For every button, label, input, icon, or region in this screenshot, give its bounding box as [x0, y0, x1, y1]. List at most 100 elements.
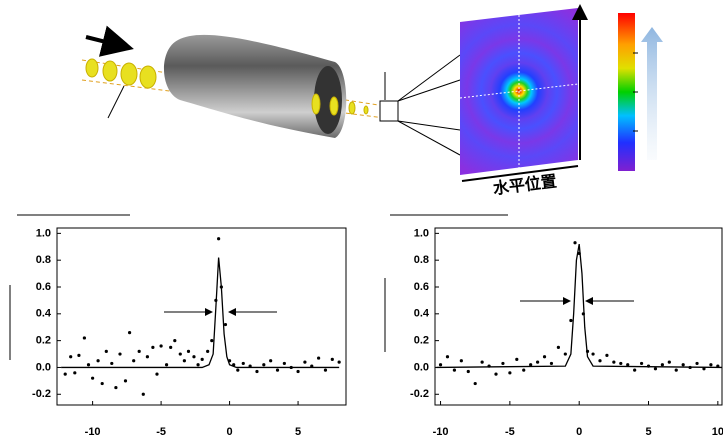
x-tick-label: -5 [156, 426, 166, 438]
x-tick-label: -10 [85, 426, 101, 438]
y-tick-label: 0.2 [414, 335, 429, 347]
data-point [192, 355, 195, 358]
data-point [201, 358, 204, 361]
data-point [236, 369, 239, 372]
data-point [196, 363, 199, 366]
y-tick-label: 0.0 [36, 361, 51, 373]
data-point [564, 352, 567, 355]
y-tick-label: 0.8 [414, 254, 429, 266]
x-tick-label: 0 [576, 426, 582, 438]
data-point [96, 359, 99, 362]
data-point [276, 369, 279, 372]
data-point [640, 362, 643, 365]
data-point [695, 362, 698, 365]
data-point [338, 360, 341, 363]
data-point [460, 359, 463, 362]
data-point [569, 319, 572, 322]
data-point [317, 356, 320, 359]
data-point [557, 346, 560, 349]
data-point [439, 363, 442, 366]
data-point [605, 354, 608, 357]
pointer [108, 86, 124, 118]
data-point [474, 382, 477, 385]
data-point [64, 373, 67, 376]
data-point [151, 346, 154, 349]
intensity-arrow [641, 27, 663, 160]
y-tick-label: 1.0 [36, 227, 51, 239]
data-point [159, 344, 162, 347]
data-point [598, 359, 601, 362]
data-point [87, 363, 90, 366]
y-tick-label: 1.0 [414, 227, 429, 239]
data-point [105, 350, 108, 353]
x-tick-label: 5 [295, 426, 301, 438]
x-tick-label: -5 [505, 426, 515, 438]
y-tick-label: 0.0 [414, 361, 429, 373]
data-point [331, 358, 334, 361]
data-point [515, 358, 518, 361]
data-point [453, 369, 456, 372]
y-tick-label: 0.8 [36, 254, 51, 266]
data-point [661, 363, 664, 366]
data-point [146, 355, 149, 358]
plot-decor [10, 215, 634, 360]
y-tick-label: 0.6 [36, 281, 51, 293]
data-point [682, 363, 685, 366]
data-point [124, 379, 127, 382]
focus-box [380, 101, 398, 121]
x-tick-label: -10 [433, 426, 449, 438]
data-point [77, 354, 80, 357]
data-point [709, 363, 712, 366]
data-point [467, 370, 470, 373]
data-point [536, 360, 539, 363]
data-point [262, 363, 265, 366]
fit-line [436, 244, 722, 367]
setup-diagram: 水平位置 [82, 6, 663, 198]
y-tick-label: -0.2 [410, 388, 429, 400]
data-point [481, 360, 484, 363]
data-point [612, 360, 615, 363]
data-point [187, 350, 190, 353]
y-tick-label: 0.4 [414, 308, 430, 320]
data-point [324, 369, 327, 372]
figure: 水平位置 -0.2 0.0 0.2 0.4 0.6 0.8 1.0 -10 -5 0 5 -0.2 0.… [0, 0, 723, 438]
data-point [173, 339, 176, 342]
data-point [210, 339, 213, 342]
data-point [633, 369, 636, 372]
x-tick-label: 5 [645, 426, 651, 438]
data-point [110, 362, 113, 365]
data-point [138, 350, 141, 353]
data-point [118, 352, 121, 355]
data-point [654, 367, 657, 370]
data-point [83, 336, 86, 339]
plot-frame [57, 228, 346, 405]
data-point [255, 370, 258, 373]
y-tick-label: 0.2 [36, 335, 51, 347]
data-point [242, 362, 245, 365]
data-point [591, 352, 594, 355]
data-point [114, 386, 117, 389]
data-point [183, 359, 186, 362]
data-point [446, 355, 449, 358]
x-tick-label: 0 [227, 426, 233, 438]
data-point [619, 362, 622, 365]
data-point [269, 359, 272, 362]
data-point [165, 363, 168, 366]
colorbar [618, 13, 635, 171]
data-point [296, 370, 299, 373]
y-tick-label: 0.4 [36, 308, 52, 320]
data-point [91, 377, 94, 380]
data-point [283, 362, 286, 365]
data-point [573, 241, 576, 244]
data-point [69, 355, 72, 358]
data-point [494, 373, 497, 376]
y-tick-label: -0.2 [32, 388, 51, 400]
y-tick-label: 0.6 [414, 281, 429, 293]
data-point [508, 371, 511, 374]
data-point [543, 355, 546, 358]
zoom-lines [398, 55, 460, 155]
data-point [668, 360, 671, 363]
data-point [128, 331, 131, 334]
data-point [217, 237, 220, 240]
pulses [86, 59, 156, 88]
